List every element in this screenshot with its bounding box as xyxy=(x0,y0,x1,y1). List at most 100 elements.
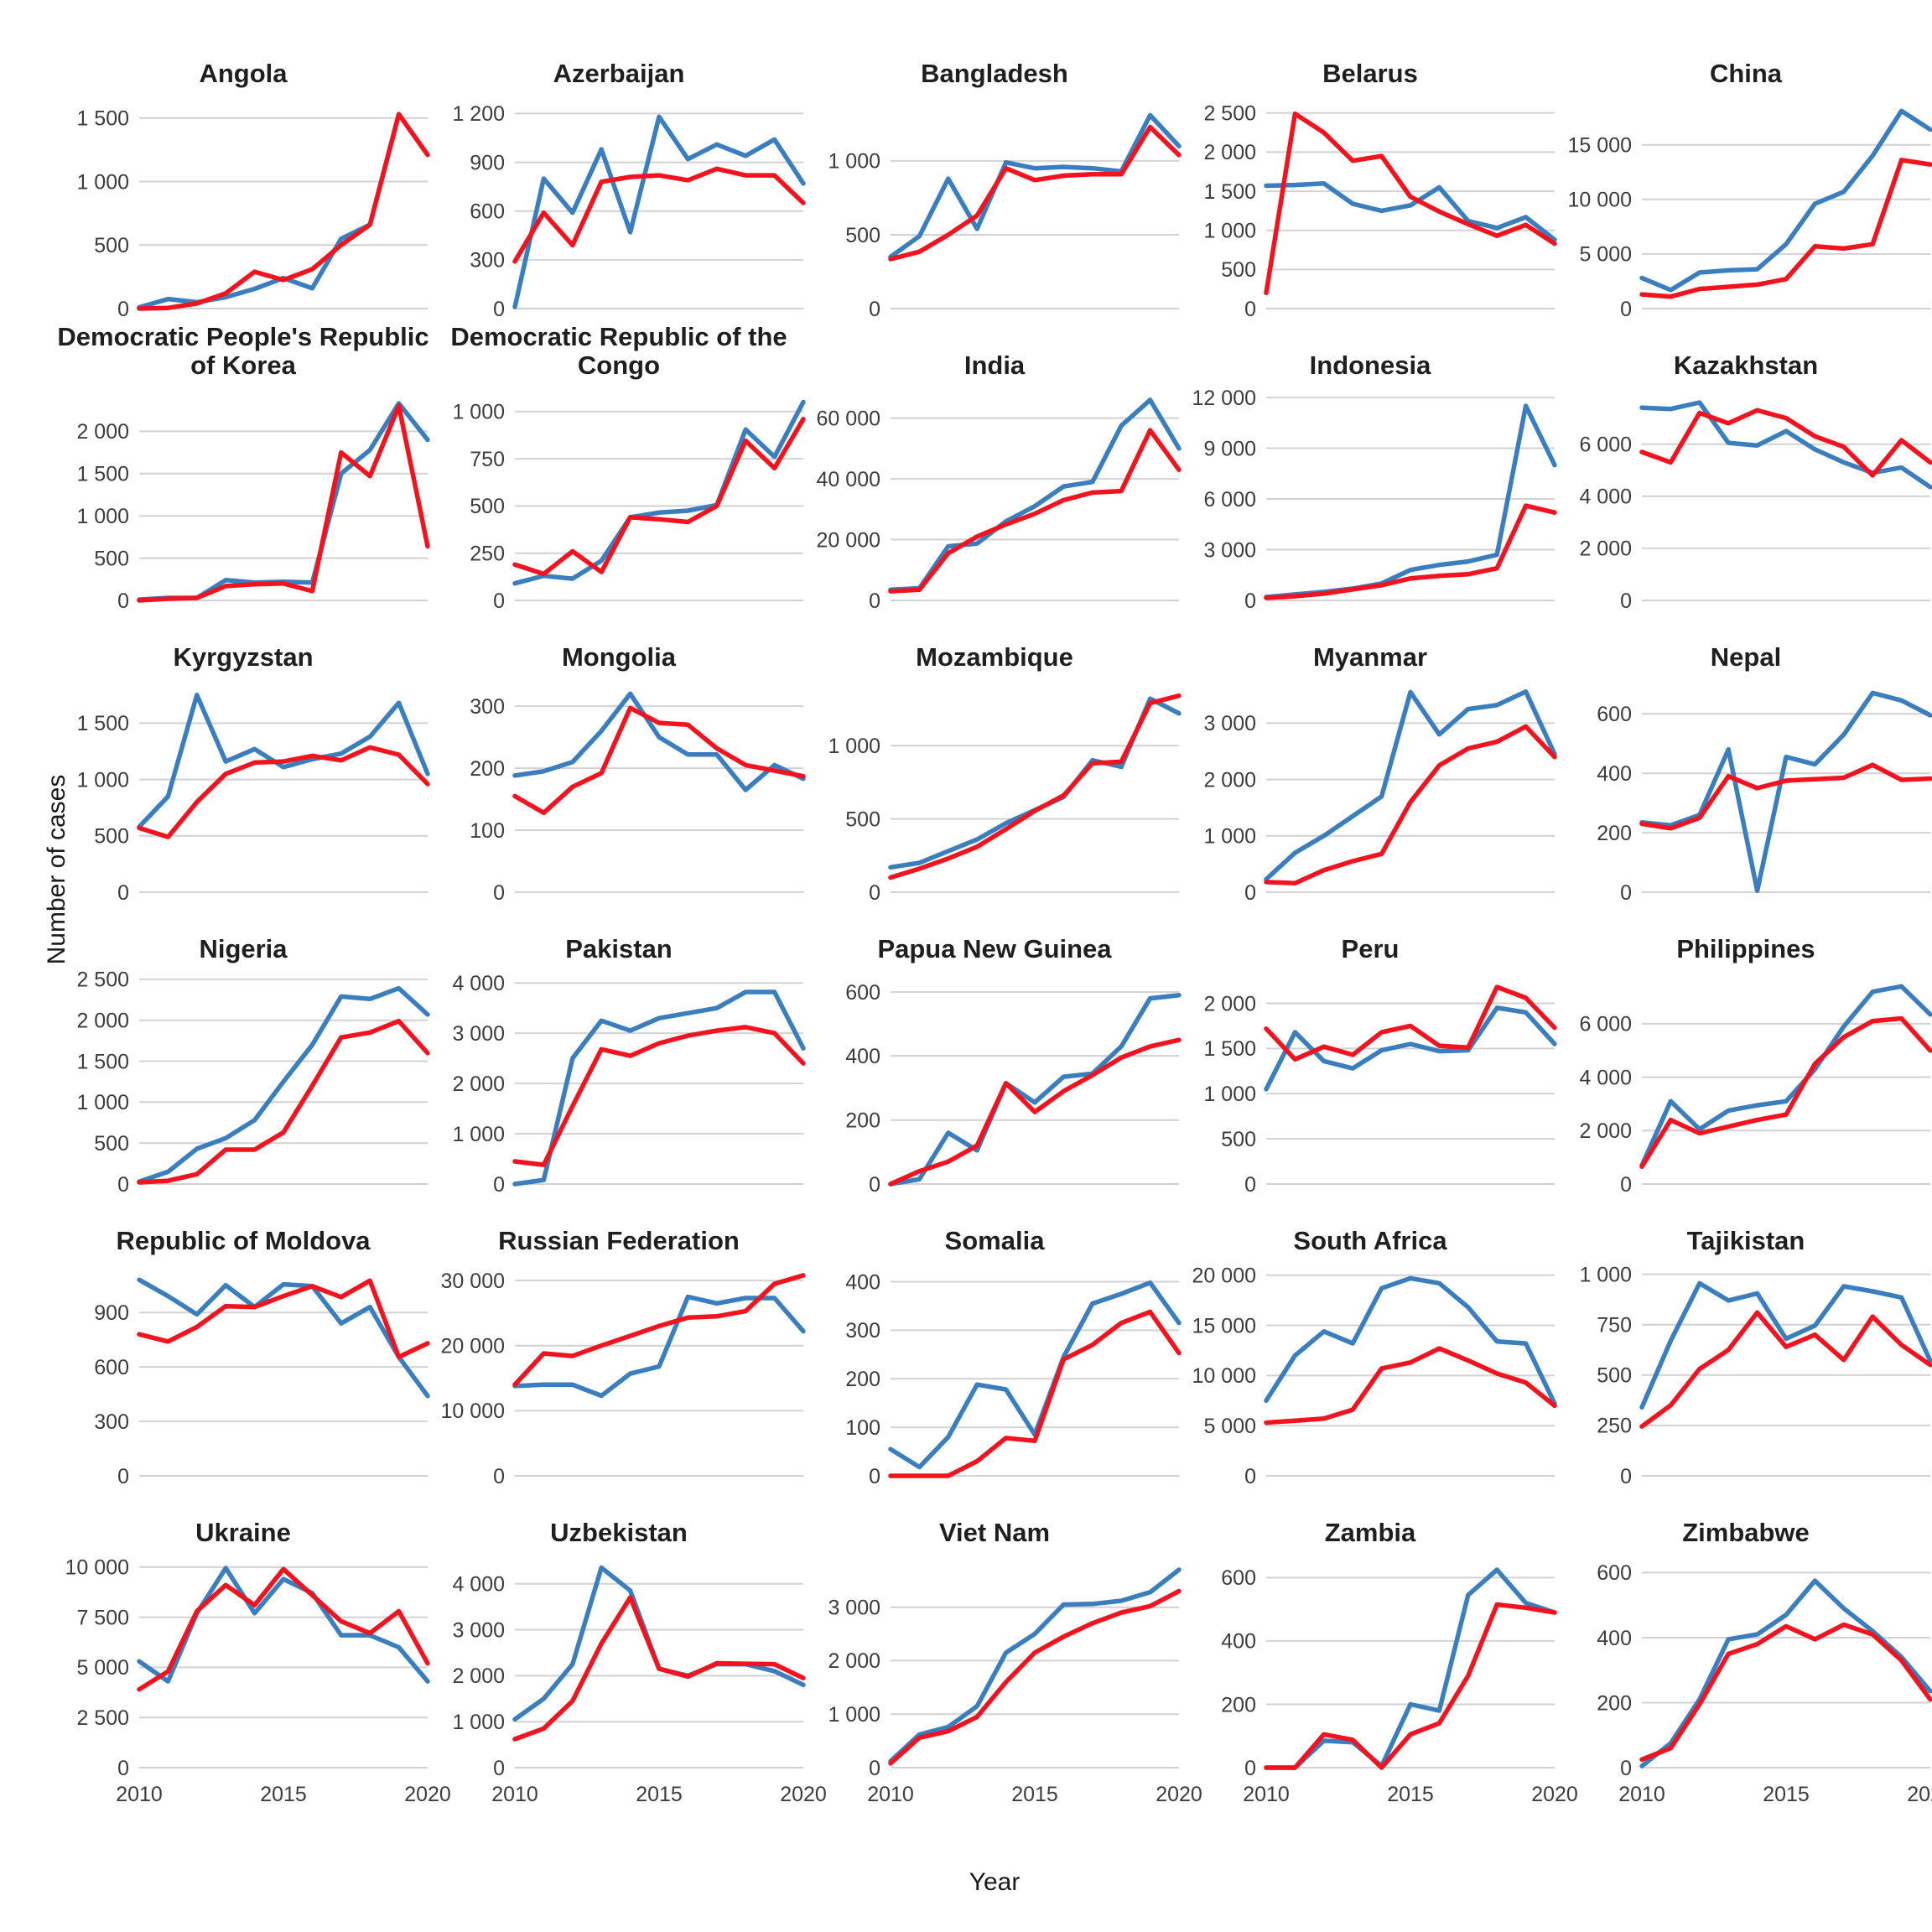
y-tick-label: 2 000 xyxy=(828,1649,880,1673)
panel-plot: 0 1 000 2 000 3 000 xyxy=(1203,689,1557,905)
series-line-blue xyxy=(512,691,806,792)
y-tick-label: 12 000 xyxy=(1192,387,1256,410)
panel-plot: 0 100 200 300 400 xyxy=(845,1270,1182,1488)
series-line-red xyxy=(1264,984,1557,1062)
panel-title: Zimbabwe xyxy=(1682,1518,1810,1548)
y-tick-label: 1 000 xyxy=(76,505,129,528)
panel-title: Mozambique xyxy=(916,642,1073,673)
y-tick-label: 3 000 xyxy=(828,1596,880,1619)
series-line-red xyxy=(888,428,1182,594)
y-tick-label: 1 000 xyxy=(1203,1083,1256,1106)
facet-panel: Kazakhstan 0 2 000 4 000 6 000 xyxy=(1558,320,1932,613)
x-tick-label: 2020 xyxy=(1531,1783,1578,1806)
y-tick-label: 500 xyxy=(94,234,129,257)
facet-panel: Zambia 0 200 400 600 2010 2015 2020 xyxy=(1182,1488,1578,1818)
y-tick-label: 20 000 xyxy=(817,528,880,552)
y-tick-label: 200 xyxy=(1597,1691,1632,1715)
y-tick-label: 250 xyxy=(1597,1415,1632,1438)
series-line-red xyxy=(512,1025,806,1167)
y-tick-label: 2 000 xyxy=(452,1665,505,1688)
y-tick-label: 500 xyxy=(1597,1364,1632,1388)
facet-panel: Belarus 0 500 1 000 1 500 2 000 2 500 xyxy=(1182,29,1558,321)
series-line-blue xyxy=(1639,108,1932,293)
y-tick-label: 0 xyxy=(117,589,129,613)
y-tick-label: 0 xyxy=(493,298,505,321)
facet-panel: Democratic People's Republic of Korea 0 50… xyxy=(55,320,431,613)
y-tick-label: 6 000 xyxy=(1579,1013,1632,1036)
y-tick-label: 200 xyxy=(1597,822,1632,845)
series-line-red xyxy=(1264,503,1557,600)
y-tick-label: 0 xyxy=(117,1465,129,1488)
facet-panel: Bangladesh 0 500 1 000 xyxy=(807,29,1182,321)
panel-title: Nigeria xyxy=(199,934,288,964)
y-tick-label: 0 xyxy=(493,1757,505,1780)
facet-panel: Nepal 0 200 400 600 xyxy=(1558,612,1932,905)
facet-panel: Azerbaijan 0 300 600 900 1 200 xyxy=(431,29,807,321)
series-line-red xyxy=(137,112,430,311)
x-tick-label: 2015 xyxy=(636,1783,683,1806)
y-tick-label: 600 xyxy=(1221,1566,1256,1590)
panel-title: Somalia xyxy=(944,1226,1045,1256)
x-tick-label: 2020 xyxy=(1907,1783,1932,1806)
y-tick-label: 10 000 xyxy=(65,1556,129,1580)
series-line-blue xyxy=(888,1567,1182,1764)
y-tick-label: 900 xyxy=(470,151,505,174)
y-tick-label: 1 000 xyxy=(452,1123,505,1146)
y-tick-label: 5 000 xyxy=(1203,1415,1256,1438)
series-line-blue xyxy=(1639,690,1932,893)
panel-title: Kyrgyzstan xyxy=(173,642,314,673)
series-line-red xyxy=(888,693,1182,880)
y-tick-label: 0 xyxy=(1620,1465,1632,1488)
y-tick-label: 100 xyxy=(470,819,505,843)
x-axis-title: Year xyxy=(969,1868,1021,1896)
series-line-blue xyxy=(137,985,430,1184)
panel-title: Papua New Guinea xyxy=(877,934,1112,964)
series-line-blue xyxy=(1264,689,1557,882)
panel-title: Bangladesh xyxy=(921,59,1068,89)
y-tick-label: 3 000 xyxy=(452,1618,505,1642)
panel-title: Mongolia xyxy=(561,642,677,673)
y-tick-label: 600 xyxy=(1597,703,1632,726)
panel-title: Tajikistan xyxy=(1686,1226,1805,1256)
y-tick-label: 0 xyxy=(117,298,129,321)
y-tick-label: 1 000 xyxy=(828,150,880,174)
y-tick-label: 200 xyxy=(845,1109,880,1132)
y-tick-label: 0 xyxy=(1620,1757,1632,1780)
y-tick-label: 2 000 xyxy=(1579,538,1632,561)
y-tick-label: 30 000 xyxy=(441,1270,505,1293)
y-tick-label: 200 xyxy=(845,1368,880,1391)
series-line-blue xyxy=(137,693,430,829)
y-tick-label: 6 000 xyxy=(1203,488,1256,512)
panel-title: Kazakhstan xyxy=(1673,351,1819,381)
panel-plot: 0 500 1 000 xyxy=(828,693,1182,905)
series-line-red xyxy=(1264,724,1557,886)
y-tick-label: 2 000 xyxy=(76,420,129,444)
series-line-red xyxy=(512,1595,806,1742)
y-tick-label: 0 xyxy=(1620,1173,1632,1197)
series-line-blue xyxy=(512,1565,806,1722)
panel-plot: 0 2 500 5 000 7 500 10 000 2010 2015 2020 xyxy=(65,1556,451,1806)
series-line-red xyxy=(137,1018,430,1185)
facet-panel: Ukraine 0 2 500 5 000 7 500 10 000 2010 2015 202… xyxy=(55,1488,451,1818)
y-tick-label: 0 xyxy=(117,881,129,905)
y-tick-label: 20 000 xyxy=(1192,1265,1256,1288)
y-tick-label: 2 000 xyxy=(1203,141,1256,164)
y-tick-label: 300 xyxy=(94,1410,129,1434)
panel-title: Philippines xyxy=(1676,934,1815,964)
panel-title: Ukraine xyxy=(195,1518,291,1548)
series-line-blue xyxy=(512,989,806,1187)
facet-panel: Zimbabwe 0 200 400 600 2010 2015 2020 xyxy=(1558,1488,1932,1818)
panel-plot: 0 10 000 20 000 30 000 xyxy=(441,1270,806,1488)
panel-title: Myanmar xyxy=(1312,642,1428,673)
y-tick-label: 60 000 xyxy=(817,407,880,430)
panel-plot: 0 5 000 10 000 15 000 20 000 xyxy=(1192,1265,1557,1488)
y-tick-label: 1 000 xyxy=(828,735,880,758)
series-line-red xyxy=(1264,1602,1557,1770)
x-tick-label: 2010 xyxy=(491,1783,538,1806)
x-tick-label: 2020 xyxy=(1156,1783,1202,1806)
y-tick-label: 200 xyxy=(1221,1693,1256,1716)
facet-panel: Uzbekistan 0 1 000 2 000 3 000 4 000 2010 2015 2… xyxy=(431,1488,826,1818)
y-tick-label: 0 xyxy=(1620,589,1632,613)
y-tick-label: 4 000 xyxy=(1579,486,1632,509)
y-tick-label: 500 xyxy=(94,547,129,570)
